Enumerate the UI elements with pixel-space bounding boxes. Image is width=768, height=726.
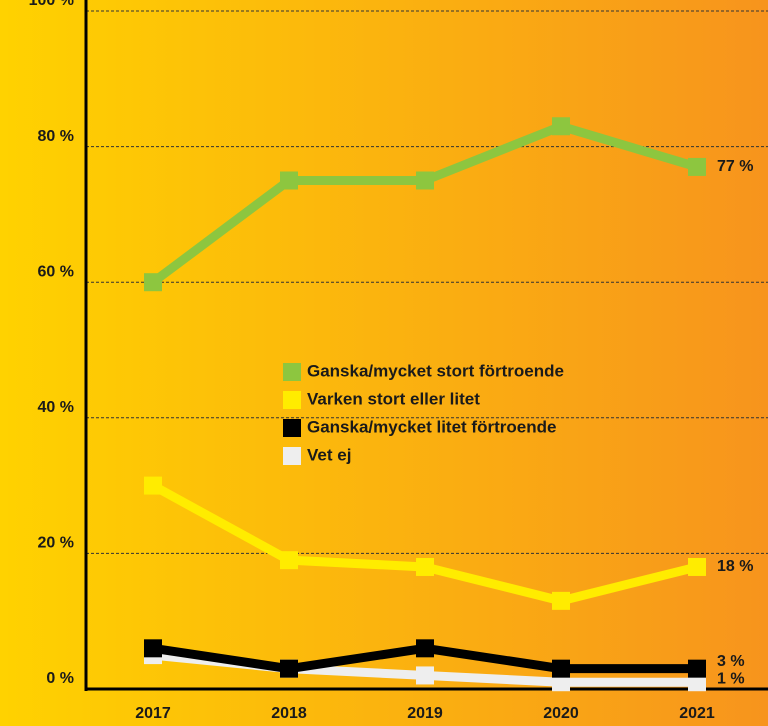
point-marker [280,659,298,678]
legend-label: Vet ej [307,445,351,464]
value-label: 77 % [717,158,753,175]
x-tick-label: 2019 [407,705,443,722]
point-marker [552,673,570,692]
legend-swatch [283,447,301,465]
y-tick-label: 20 % [38,535,74,552]
point-marker [416,666,434,685]
legend-label: Varken stort eller litet [307,389,480,408]
point-marker [416,639,434,658]
point-marker [144,476,162,495]
legend-swatch [283,419,301,437]
y-tick-label: 100 % [29,0,74,9]
point-marker [688,557,706,576]
point-marker [552,659,570,678]
y-tick-label: 0 % [46,670,74,687]
value-label: 3 % [717,653,745,670]
x-tick-label: 2021 [679,705,715,722]
legend-label: Ganska/mycket litet förtroende [307,417,556,436]
value-label: 18 % [717,558,753,575]
point-marker [688,673,706,692]
y-tick-label: 40 % [38,399,74,416]
point-marker [416,557,434,576]
point-marker [552,591,570,610]
point-marker [280,551,298,570]
point-marker [552,117,570,136]
point-marker [416,171,434,190]
x-tick-label: 2018 [271,705,307,722]
legend-swatch [283,391,301,409]
legend-swatch [283,363,301,381]
value-label: 1 % [717,670,745,687]
y-tick-label: 60 % [38,263,74,280]
x-tick-label: 2020 [543,705,579,722]
y-tick-label: 80 % [38,128,74,145]
x-tick-label: 2017 [135,705,171,722]
point-marker [144,273,162,292]
point-marker [280,171,298,190]
point-marker [688,157,706,176]
point-marker [688,659,706,678]
point-marker [144,639,162,658]
legend-label: Ganska/mycket stort förtroende [307,361,564,380]
